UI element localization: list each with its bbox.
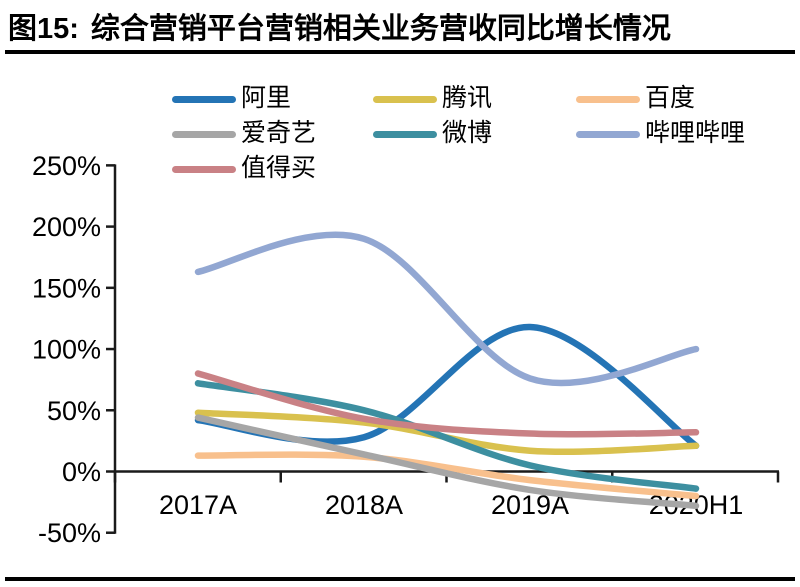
x-tick-label: 2018A (325, 490, 403, 520)
figure-header: 图15: 综合营销平台营销相关业务营收同比增长情况 (8, 12, 792, 46)
legend-item-ali: 阿里 (172, 86, 291, 112)
legend-swatch-ali (172, 95, 236, 103)
legend-item-zhidemai: 值得买 (172, 156, 316, 182)
figure-title: 综合营销平台营销相关业务营收同比增长情况 (90, 13, 671, 45)
legend-swatch-zhidemai (172, 165, 236, 173)
series-line-bilibili (194, 231, 700, 387)
legend-swatch-bilibili (576, 130, 640, 138)
y-tick-label: 100% (32, 335, 101, 365)
legend-label-iqiyi: 爱奇艺 (241, 120, 317, 147)
y-tick-label: 50% (47, 396, 101, 426)
legend-item-tencent: 腾讯 (373, 86, 492, 112)
series-line-iqiyi (194, 414, 700, 510)
legend-label-ali: 阿里 (241, 85, 292, 112)
legend-label-baidu: 百度 (645, 85, 696, 112)
series-line-zhidemai (194, 370, 700, 438)
header-divider (5, 50, 795, 54)
x-tick-label: 2017A (159, 490, 237, 520)
y-tick-label: 150% (32, 273, 101, 303)
legend-label-weibo: 微博 (442, 120, 493, 147)
y-tick-label: -50% (38, 518, 101, 548)
legend-swatch-weibo (373, 130, 437, 138)
series-line-baidu (194, 451, 700, 500)
legend-label-tencent: 腾讯 (442, 85, 493, 112)
legend-item-weibo: 微博 (373, 121, 492, 147)
y-tick-label: 250% (32, 151, 101, 181)
legend-item-bilibili: 哔哩哔哩 (576, 121, 745, 147)
legend-label-bilibili: 哔哩哔哩 (645, 120, 746, 147)
legend-item-iqiyi: 爱奇艺 (172, 121, 316, 147)
legend-swatch-baidu (576, 95, 640, 103)
y-tick-label: 200% (32, 212, 101, 242)
legend-swatch-iqiyi (172, 130, 236, 138)
legend-label-zhidemai: 值得买 (241, 155, 317, 182)
figure-number: 图15: (8, 13, 79, 45)
y-tick-label: 0% (62, 457, 101, 487)
footer-divider (5, 577, 795, 581)
chart-legend: 阿里 腾讯 百度爱奇艺 微博 哔哩哔哩值得买 (0, 0, 800, 190)
legend-swatch-tencent (373, 95, 437, 103)
legend-item-baidu: 百度 (576, 86, 695, 112)
